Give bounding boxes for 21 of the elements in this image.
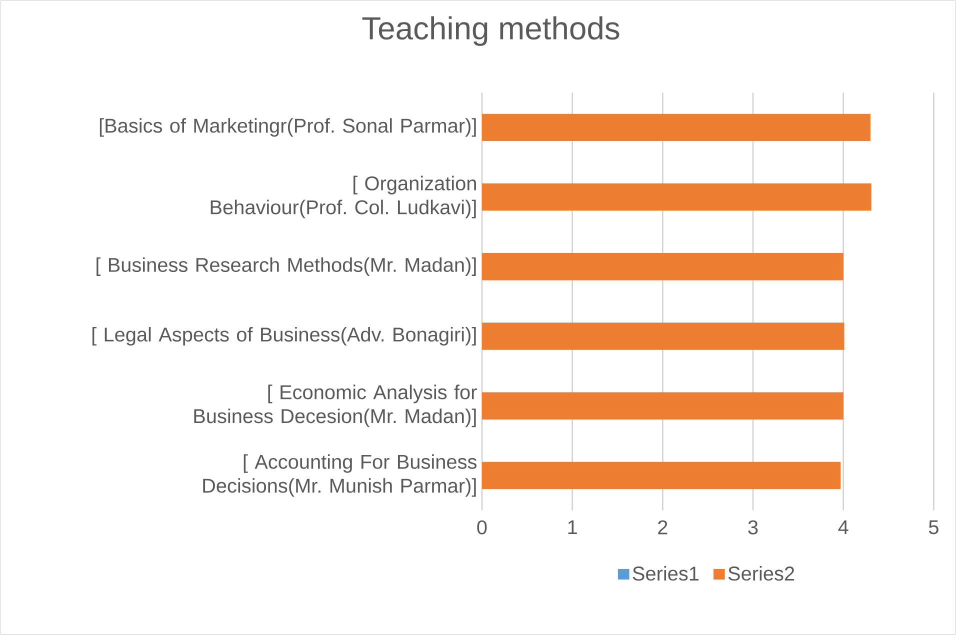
x-tick-label: 1 <box>568 520 577 534</box>
y-tick-label: [ Business Research Methods(Mr. Madan)] <box>96 257 476 276</box>
y-tick-label: [Basics of Marketingr(Prof. Sonal Parmar)] <box>100 118 476 137</box>
bar <box>482 322 844 350</box>
bar <box>482 462 841 490</box>
x-tick-label: 3 <box>748 520 758 534</box>
x-tick-label: 0 <box>477 520 487 534</box>
chart-title: Teaching methods <box>362 16 620 46</box>
y-tick-label: [ Legal Aspects of Business(Adv. Bonagiri)] <box>92 326 476 346</box>
bar <box>482 114 870 141</box>
y-tick-label: [ Accounting For Business Decisions(Mr. Munish Parmar)] <box>203 454 476 497</box>
bar <box>482 183 872 211</box>
x-tick-label: 5 <box>928 520 938 534</box>
y-tick-label: [ Economic Analysis for Business Decesion(Mr. Madan)] <box>194 384 477 428</box>
legend-label: Series1 <box>632 566 699 581</box>
x-tick-label: 2 <box>658 520 668 534</box>
legend-label: Series2 <box>728 566 794 581</box>
y-tick-label: [ Organization Behaviour(Prof. Col. Ludkavi)] <box>210 176 476 218</box>
x-tick-label: 4 <box>838 520 848 534</box>
bar <box>482 253 844 280</box>
bar <box>482 392 844 420</box>
